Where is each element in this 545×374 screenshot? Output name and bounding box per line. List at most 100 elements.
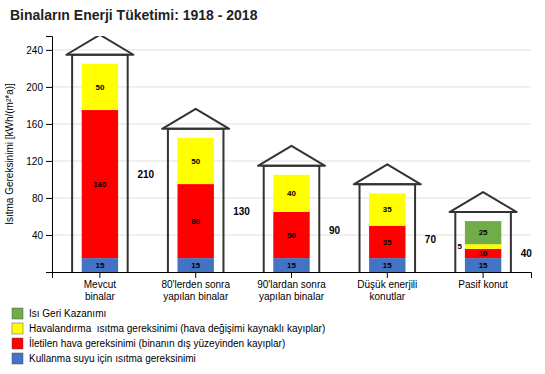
grid [52, 50, 531, 235]
x-axis: Mevcutbinalar 80'lerden sonrayapılan bina… [53, 272, 532, 302]
tick-mark [195, 272, 196, 278]
bar [273, 174, 309, 175]
tick-mark [46, 161, 52, 162]
legend-label: Isı Geri Kazanımı [29, 308, 106, 319]
tick-mark [46, 87, 52, 88]
grid-line [52, 123, 531, 124]
data-label: 15 [95, 261, 104, 270]
tick: 240 [26, 45, 52, 56]
tick-label: 80'lerden sonrayapılan binalar [161, 279, 230, 302]
legend-label: Havalandırma ısıtma gereksinimi (hava de… [29, 323, 325, 334]
house-roof [450, 192, 517, 212]
data-labels: 15151515151608050351050504035525 [93, 83, 488, 270]
bar [273, 212, 309, 258]
total-label: 130 [233, 206, 250, 217]
tick-label: Pasif konut [458, 279, 508, 290]
legend-label: İletilen hava gereksinimi (binanın dış y… [29, 337, 285, 349]
tick: Pasif konut [458, 272, 508, 290]
data-label: 10 [479, 249, 488, 258]
house-wall [264, 166, 320, 272]
bar [465, 221, 501, 244]
tick: Mevcutbinalar [84, 272, 116, 302]
bar [273, 175, 309, 212]
tick-label-line: binalar [85, 291, 116, 302]
data-label: 35 [383, 238, 392, 247]
bar [369, 226, 405, 258]
bar [82, 64, 118, 110]
bar [82, 63, 118, 64]
grid-line [52, 86, 531, 87]
bar [82, 258, 118, 272]
house-wall [455, 212, 511, 272]
tick: 160 [26, 119, 52, 130]
total-label: 70 [425, 234, 437, 245]
legend-swatch [12, 308, 23, 319]
tick: 120 [26, 156, 52, 167]
tick-label: Mevcutbinalar [84, 279, 116, 302]
house-wall [360, 184, 416, 272]
data-label: 5 [457, 242, 462, 251]
tick-label-line: konutlar [370, 291, 406, 302]
tick-label: 120 [26, 156, 43, 167]
total-label: 90 [329, 225, 341, 236]
data-label: 15 [287, 261, 296, 270]
data-label: 15 [191, 261, 200, 270]
series [465, 221, 501, 244]
tick-label: 40 [32, 230, 44, 241]
y-axis: 40 80 120 160 200 240 [26, 37, 52, 273]
tick: Düşük enerjilikonutlar [357, 272, 417, 302]
series [82, 110, 502, 258]
tick-mark [387, 272, 388, 278]
tick-mark [483, 272, 484, 278]
legend-item: İletilen hava gereksinimi (binanın dış y… [12, 337, 285, 349]
data-label: 25 [479, 228, 488, 237]
tick-label-line: 90'lardan sonra [257, 279, 326, 290]
tick-mark [46, 124, 52, 125]
legend: Isı Geri Kazanımı Havalandırma ısıtma ger… [12, 308, 325, 364]
bar [369, 193, 405, 194]
legend-item: Kullanma suyu için ısıtma gereksinimi [12, 353, 196, 364]
legend-label: Kullanma suyu için ısıtma gereksinimi [29, 353, 196, 364]
tick-mark [99, 272, 100, 278]
tick-mark [46, 198, 52, 199]
tick-label-line: 80'lerden sonra [161, 279, 230, 290]
bar [177, 137, 213, 138]
tick-mark [46, 50, 52, 51]
legend-swatch [12, 338, 23, 349]
tick-label: Düşük enerjilikonutlar [357, 279, 417, 302]
house-wall [72, 55, 128, 272]
house-roof [258, 146, 325, 166]
axis-line [53, 273, 532, 279]
data-label: 15 [383, 261, 392, 270]
chart: Binaların Enerji Tüketimi: 1918 - 201815… [0, 0, 545, 374]
tick-label-line: Düşük enerjili [357, 279, 417, 290]
tick: 40 [32, 230, 52, 241]
tick-label-line: yapılan binalar [163, 291, 229, 302]
data-label: 160 [93, 180, 107, 189]
data-label: 35 [383, 205, 392, 214]
data-label: 50 [287, 231, 296, 240]
house-roof [66, 36, 133, 55]
houses [66, 36, 516, 272]
total-label: 210 [137, 169, 154, 180]
bar [465, 244, 501, 249]
plot: 1515151515160805035105050403552521013090… [26, 35, 532, 302]
bar [369, 258, 405, 272]
series [82, 258, 502, 272]
legend-swatch [12, 353, 23, 364]
legend-item: Isı Geri Kazanımı [12, 308, 106, 319]
bar [82, 110, 118, 258]
house-roof [162, 109, 229, 129]
house-roof [354, 164, 421, 184]
house-wall [168, 129, 224, 272]
bar [369, 193, 405, 225]
tick-label: 200 [26, 82, 43, 93]
tick: 80 [32, 193, 52, 204]
tick-label-line: Mevcut [84, 279, 116, 290]
series [82, 64, 502, 249]
tick-mark [46, 235, 52, 236]
axis-line [46, 37, 53, 273]
tick: 200 [26, 82, 52, 93]
legend-swatch [12, 323, 23, 334]
bar [465, 258, 501, 272]
